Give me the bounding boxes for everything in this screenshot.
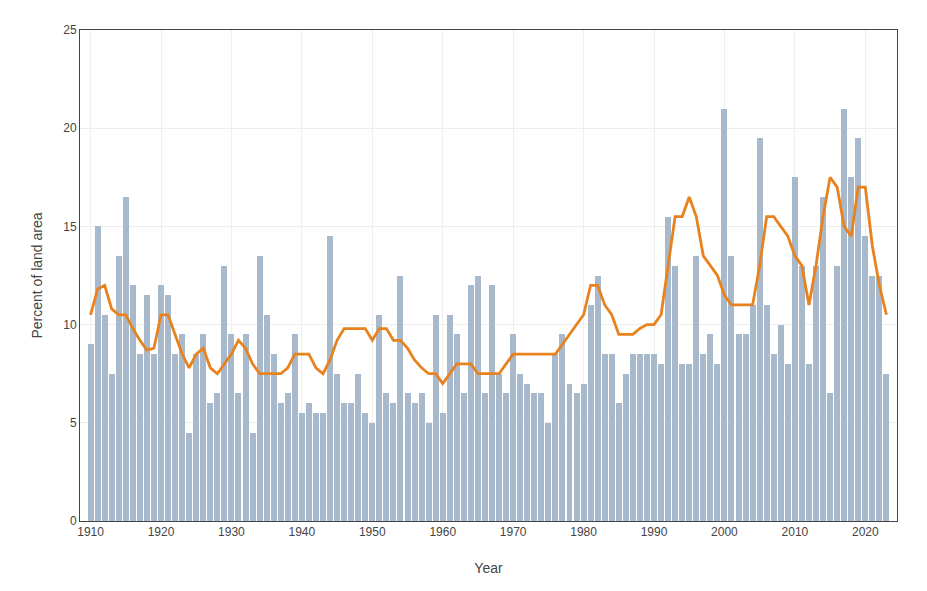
- svg-text:2010: 2010: [782, 525, 809, 539]
- svg-text:1960: 1960: [429, 525, 456, 539]
- svg-text:1980: 1980: [570, 525, 597, 539]
- svg-text:5: 5: [70, 416, 77, 430]
- svg-text:1950: 1950: [359, 525, 386, 539]
- svg-text:0: 0: [70, 514, 77, 528]
- svg-text:25: 25: [63, 23, 77, 37]
- svg-text:1920: 1920: [148, 525, 175, 539]
- svg-text:1930: 1930: [218, 525, 245, 539]
- svg-text:1910: 1910: [77, 525, 104, 539]
- svg-text:20: 20: [63, 121, 77, 135]
- svg-text:15: 15: [63, 220, 77, 234]
- svg-text:10: 10: [63, 318, 77, 332]
- svg-text:1990: 1990: [641, 525, 668, 539]
- svg-text:1970: 1970: [500, 525, 527, 539]
- svg-text:Percent of land area: Percent of land area: [29, 212, 45, 338]
- svg-text:1940: 1940: [289, 525, 316, 539]
- svg-text:2020: 2020: [852, 525, 879, 539]
- svg-text:Year: Year: [474, 560, 503, 576]
- svg-text:2000: 2000: [711, 525, 738, 539]
